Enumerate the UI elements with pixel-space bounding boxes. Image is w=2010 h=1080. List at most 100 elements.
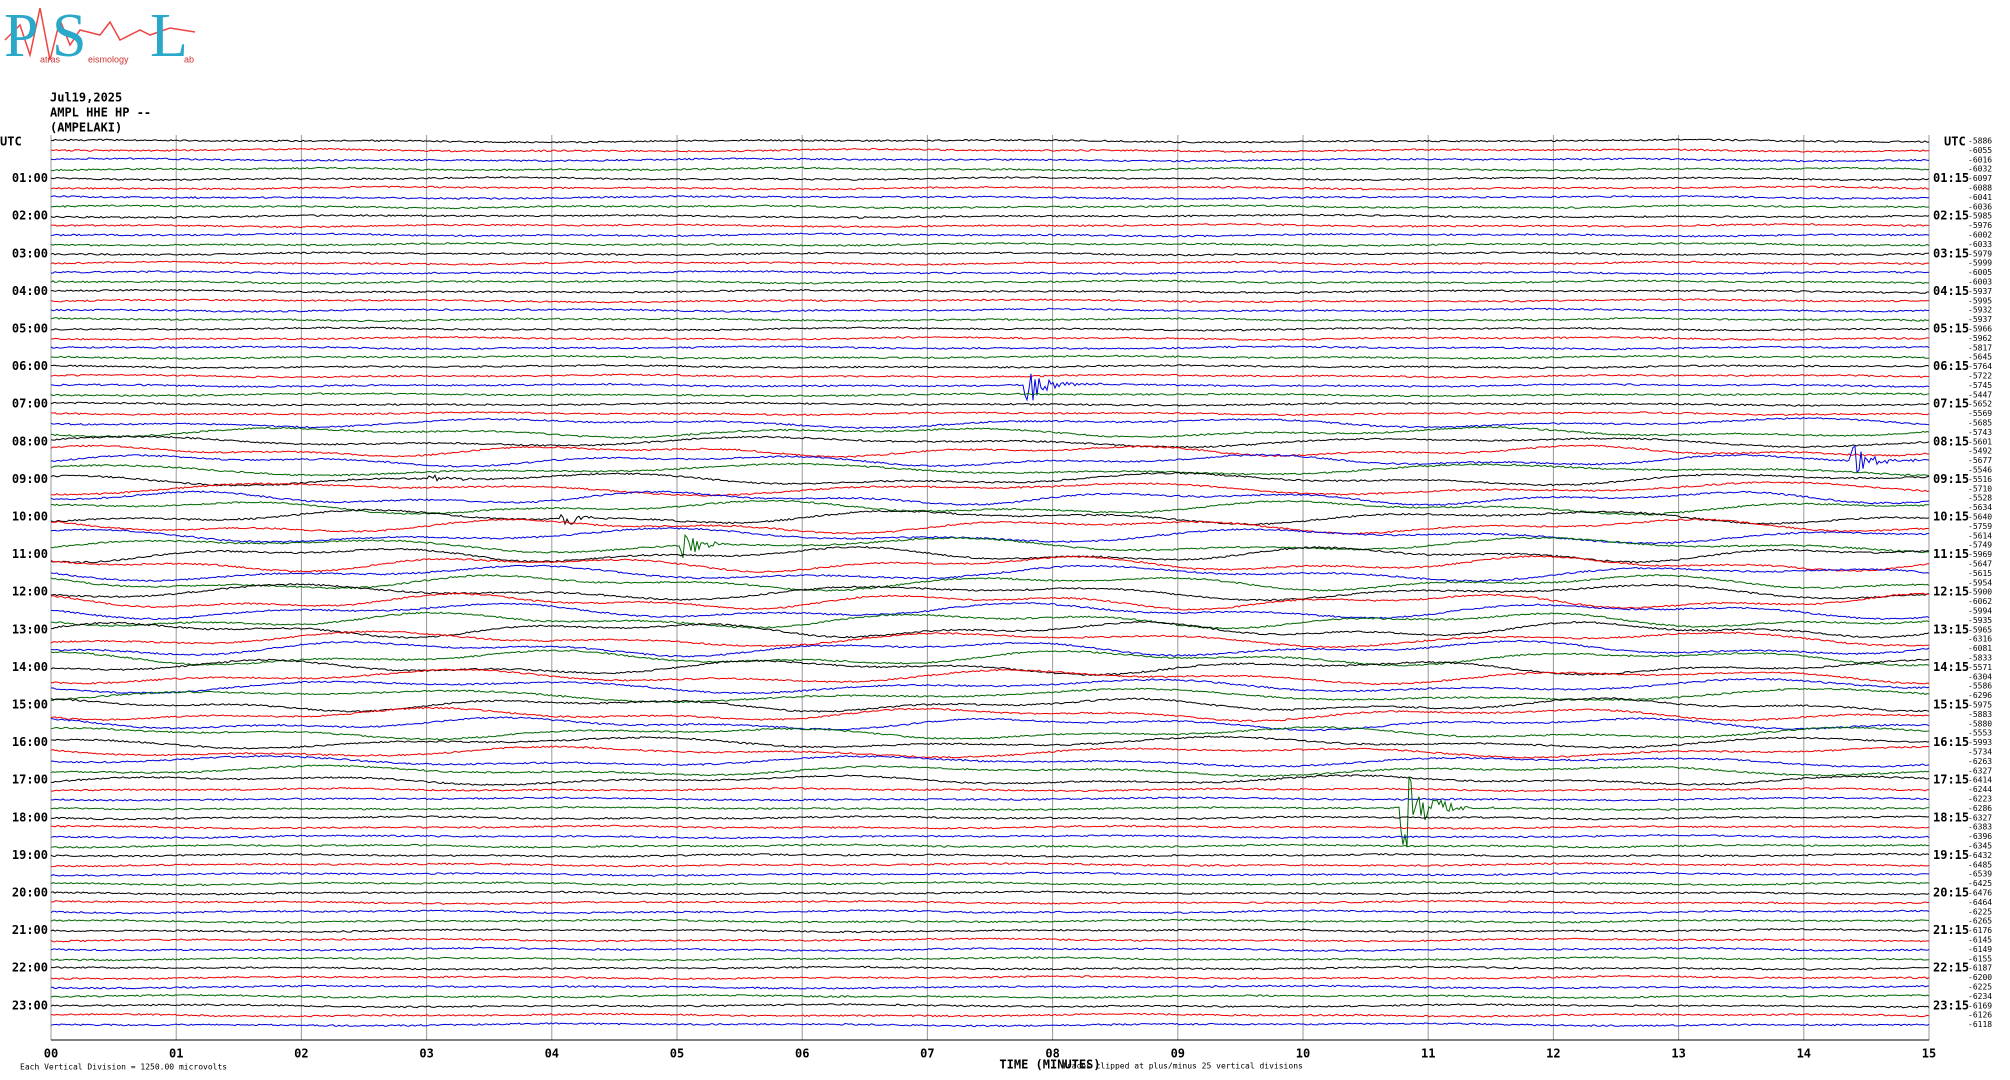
hour-label: 18:15 — [1933, 810, 1969, 824]
seismic-trace — [50, 392, 1930, 398]
date: Jul19,2025 — [50, 91, 122, 105]
hour-label: 10:15 — [1933, 510, 1969, 524]
seismic-trace — [50, 899, 1930, 905]
seismic-trace — [50, 697, 1930, 713]
trace-offset: -5528 — [1968, 494, 1992, 503]
trace-offset: -6118 — [1968, 1020, 1992, 1029]
seismic-trace — [50, 260, 1930, 266]
trace-offset: -6223 — [1968, 795, 1992, 804]
trace-offset: -5965 — [1968, 625, 1992, 634]
trace-offset: -5962 — [1968, 334, 1992, 343]
seismic-trace — [50, 706, 1930, 723]
hour-label: 02:00 — [12, 209, 48, 223]
trace-offset: -6169 — [1968, 1001, 1992, 1010]
hour-label: 21:00 — [12, 923, 48, 937]
trace-offset: -6304 — [1968, 672, 1992, 681]
trace-offset: -5969 — [1968, 550, 1992, 559]
trace-offset: -5586 — [1968, 682, 1992, 691]
seismic-trace — [50, 518, 1930, 535]
trace-offset: -5999 — [1968, 259, 1992, 268]
trace-offset: -5615 — [1968, 569, 1992, 578]
seismic-trace — [50, 223, 1930, 229]
trace-offset: -5749 — [1968, 541, 1992, 550]
seismic-trace — [50, 776, 1930, 848]
x-tick-label: 09 — [1171, 1047, 1185, 1061]
seismic-trace — [50, 583, 1930, 602]
seismic-trace — [50, 871, 1929, 877]
seismic-trace — [50, 481, 1930, 497]
seismic-trace — [50, 166, 1930, 172]
x-tick-label: 14 — [1797, 1047, 1811, 1061]
trace-offset: -6145 — [1968, 936, 1992, 945]
seismic-trace — [50, 658, 1930, 676]
note-right: Traces clipped at plus/minus 25 vertical… — [1062, 1062, 1303, 1071]
hour-label: 13:00 — [12, 622, 48, 636]
seismic-trace — [50, 157, 1930, 163]
seismic-trace — [50, 373, 1930, 402]
trace-offset: -5640 — [1968, 513, 1992, 522]
utc-right: UTC — [1944, 135, 1966, 149]
seismic-trace — [50, 1012, 1930, 1018]
hour-label: 19:00 — [12, 848, 48, 862]
seismic-trace — [50, 928, 1930, 934]
hour-label: 20:15 — [1933, 886, 1969, 900]
trace-offset: -5764 — [1968, 362, 1992, 371]
seismic-trace — [51, 787, 1930, 793]
trace-offset: -5979 — [1968, 249, 1992, 258]
trace-offset: -6244 — [1968, 785, 1992, 794]
seismic-trace — [50, 364, 1930, 370]
trace-offset: -5553 — [1968, 729, 1992, 738]
hour-label: 08:15 — [1933, 434, 1969, 448]
trace-offset: -6003 — [1968, 278, 1992, 287]
trace-offset: -5976 — [1968, 221, 1992, 230]
trace-offset: -6539 — [1968, 870, 1992, 879]
place: (AMPELAKI) — [50, 121, 122, 135]
seismic-trace — [50, 745, 1930, 759]
seismic-trace — [50, 204, 1930, 210]
seismic-trace — [50, 796, 1930, 802]
x-tick-label: 06 — [795, 1047, 809, 1061]
hour-label: 16:00 — [12, 735, 48, 749]
logo: P S L atras eismology ab — [4, 2, 196, 70]
seismic-trace — [50, 373, 1930, 379]
seismic-trace — [50, 687, 1930, 704]
trace-offset: -5833 — [1968, 654, 1992, 663]
trace-offset: -5722 — [1968, 372, 1992, 381]
trace-offset: -6425 — [1968, 879, 1992, 888]
trace-offset: -6005 — [1968, 268, 1992, 277]
hour-label: 16:15 — [1933, 735, 1969, 749]
trace-offset: -5975 — [1968, 701, 1992, 710]
trace-offset: -5817 — [1968, 343, 1992, 352]
seismic-trace — [50, 824, 1930, 830]
trace-offset: -5937 — [1968, 287, 1992, 296]
trace-offset: -6081 — [1968, 644, 1992, 653]
trace-offset: -5954 — [1968, 578, 1992, 587]
hour-label: 07:00 — [12, 397, 48, 411]
trace-offset: -6155 — [1968, 954, 1992, 963]
hour-label: 19:15 — [1933, 848, 1969, 862]
x-tick-label: 00 — [44, 1047, 58, 1061]
hour-label: 14:00 — [12, 660, 48, 674]
seismic-trace — [50, 965, 1930, 971]
logo-letter: S — [52, 2, 86, 70]
trace-offset: -5571 — [1968, 663, 1992, 672]
trace-offset: -5492 — [1968, 447, 1992, 456]
hour-label: 23:00 — [12, 998, 48, 1012]
x-tick-label: 11 — [1421, 1047, 1435, 1061]
seismic-trace — [50, 176, 1930, 182]
hour-label: 05:15 — [1933, 322, 1969, 336]
trace-offset: -6187 — [1968, 964, 1992, 973]
trace-offset: -5645 — [1968, 353, 1992, 362]
seismic-trace — [50, 975, 1930, 981]
trace-offset: -5935 — [1968, 616, 1992, 625]
trace-offset: -6033 — [1968, 240, 1992, 249]
seismic-trace — [50, 668, 1930, 686]
trace-offset: -6225 — [1968, 983, 1992, 992]
logo-letter: L — [150, 2, 188, 70]
x-tick-label: 15 — [1922, 1047, 1936, 1061]
trace-offset: -6126 — [1968, 1011, 1992, 1020]
trace-offset: -5614 — [1968, 531, 1992, 540]
seismic-trace — [50, 241, 1930, 247]
seismic-trace — [50, 601, 1930, 620]
seismic-trace — [50, 630, 1930, 649]
